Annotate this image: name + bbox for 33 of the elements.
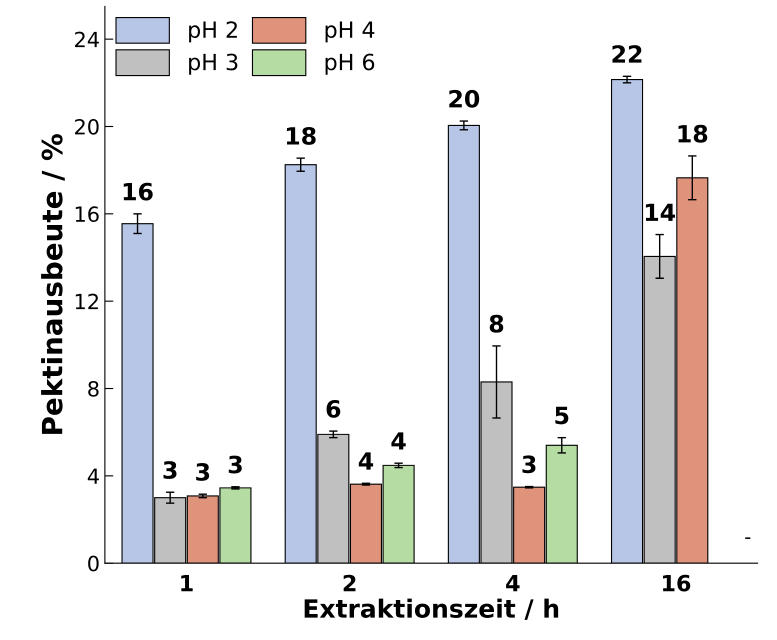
data-label: 3 xyxy=(196,463,210,481)
data-label: 3 xyxy=(228,456,242,474)
legend-label: pH 2 xyxy=(189,21,237,42)
annotation: - xyxy=(745,537,750,539)
data-label: 18 xyxy=(678,124,708,143)
data-label: 3 xyxy=(522,455,536,474)
y-tick-label: 24 xyxy=(75,32,99,48)
x-tick-label: 4 xyxy=(506,574,520,592)
y-tick-label: 16 xyxy=(76,206,99,222)
y-tick-label: 20 xyxy=(75,118,99,135)
data-label: 20 xyxy=(449,90,480,108)
data-label: 3 xyxy=(164,461,176,479)
y-axis-title: Pektinausbeute / % xyxy=(41,134,65,434)
y-tick-label: 0 xyxy=(88,556,99,572)
data-label: 4 xyxy=(358,452,374,470)
x-tick-label: 2 xyxy=(344,574,356,592)
legend-label: pH 4 xyxy=(326,22,374,42)
data-label: 5 xyxy=(555,406,568,424)
data-label: 14 xyxy=(646,204,676,221)
legend-label: pH 6 xyxy=(326,54,374,75)
data-label: 16 xyxy=(124,182,153,201)
y-tick-label: 4 xyxy=(88,468,99,484)
y-tick-label: 8 xyxy=(88,380,99,397)
data-label: 8 xyxy=(490,314,504,333)
data-label: 4 xyxy=(391,432,406,450)
data-label: 18 xyxy=(286,126,316,145)
data-label: 22 xyxy=(612,45,642,63)
legend-label: pH 3 xyxy=(189,54,238,75)
x-tick-label: 1 xyxy=(181,574,193,592)
y-tick-label: 12 xyxy=(76,294,98,310)
data-label: 6 xyxy=(326,400,340,418)
x-tick-label: 16 xyxy=(663,574,690,592)
x-axis-title: Extraktionszeit / h xyxy=(304,598,558,620)
